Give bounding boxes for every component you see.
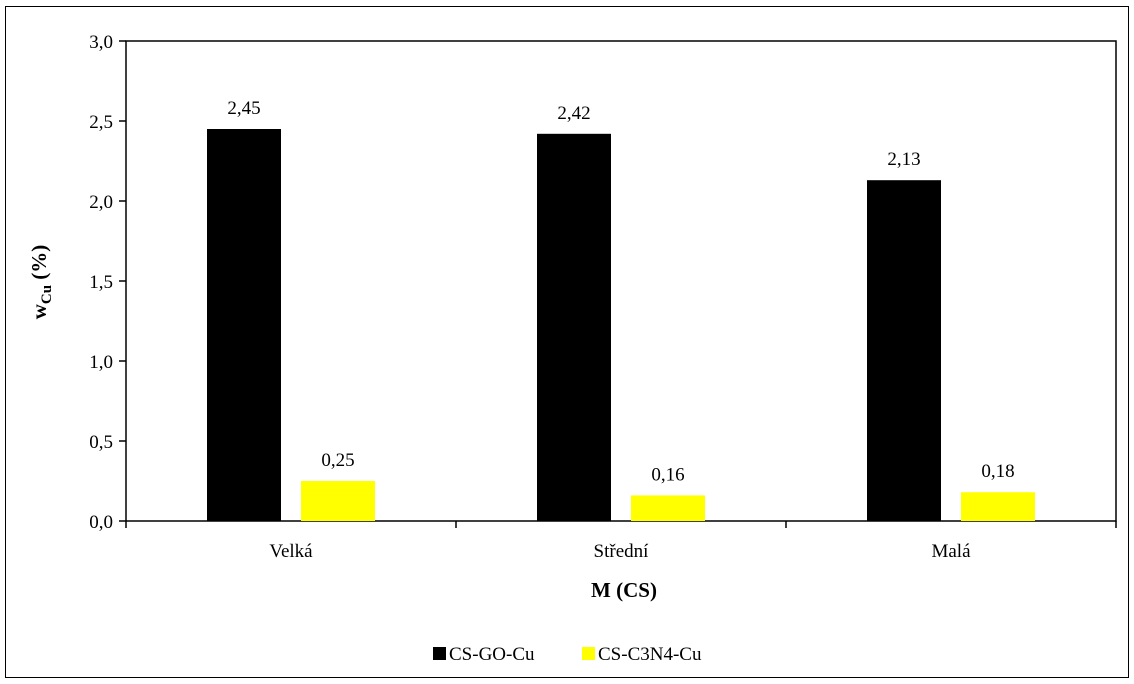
y-tick-label: 1,5 [89, 272, 113, 293]
y-tick-label: 2,0 [89, 192, 113, 213]
data-label: 2,45 [227, 98, 260, 119]
x-tick-label: Velká [269, 541, 313, 562]
y-tick-label: 0,0 [89, 512, 113, 533]
chart-frame [5, 6, 1129, 678]
data-label: 0,16 [651, 464, 684, 485]
y-tick-label: 0,5 [89, 432, 113, 453]
bars [207, 129, 1035, 522]
y-tick-label: 2,5 [89, 112, 113, 133]
data-label: 2,42 [557, 103, 590, 124]
y-axis: 0,0 0,5 1,0 1,5 2,0 2,5 3,0 [89, 32, 126, 533]
bar-cs-go-cu [867, 180, 941, 521]
x-tick-label: Malá [931, 541, 971, 562]
x-tick-label: Střední [594, 541, 650, 562]
legend-label: CS-GO-Cu [449, 644, 535, 665]
y-axis-title: wCu (%) [27, 245, 55, 320]
bar-cs-c3n4-cu [301, 481, 375, 521]
legend-label: CS-C3N4-Cu [598, 644, 702, 665]
bar-cs-go-cu [207, 129, 281, 521]
bar-cs-go-cu [537, 133, 611, 522]
data-labels: 2,45 0,25 2,42 0,16 2,13 0,18 [227, 98, 1014, 485]
data-label: 0,18 [981, 461, 1014, 482]
x-axis-title: M (CS) [591, 578, 657, 602]
legend-swatch [582, 647, 595, 660]
legend-swatch [433, 647, 446, 660]
y-tick-label: 3,0 [89, 32, 113, 53]
data-label: 2,13 [887, 149, 920, 170]
legend: CS-GO-Cu CS-C3N4-Cu [433, 644, 702, 665]
y-tick-label: 1,0 [89, 352, 113, 373]
data-label: 0,25 [321, 450, 354, 471]
bar-cs-c3n4-cu [631, 495, 705, 521]
x-axis: Velká Střední Malá [125, 521, 1117, 562]
bar-cs-c3n4-cu [961, 492, 1035, 521]
